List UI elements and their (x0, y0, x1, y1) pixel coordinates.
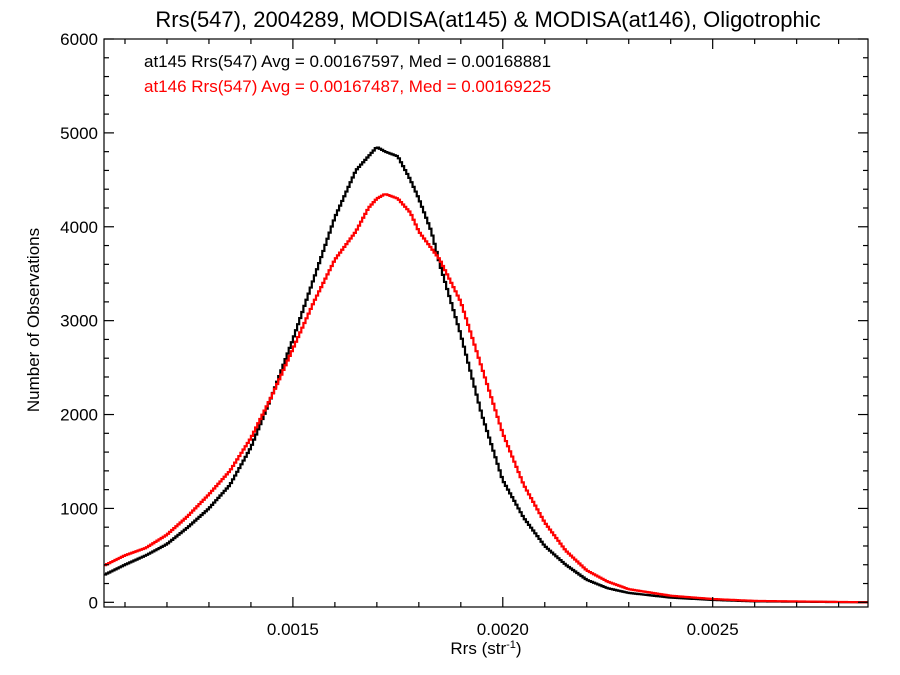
series-line-1 (104, 193, 868, 604)
y-tick-label: 6000 (60, 30, 98, 49)
x-axis-label-superscript: -1 (506, 639, 516, 651)
series-line-0 (104, 146, 868, 604)
x-tick-label: 0.0025 (687, 620, 739, 639)
chart-title: Rrs(547), 2004289, MODISA(at145) & MODIS… (155, 7, 820, 32)
y-tick-label: 3000 (60, 312, 98, 331)
x-tick-label: 0.0020 (477, 620, 529, 639)
x-tick-label: 0.0015 (267, 620, 319, 639)
y-axis: 0 1000 2000 3000 4000 5000 6000 (60, 30, 868, 612)
plot-frame (103, 38, 869, 608)
y-tick-label: 4000 (60, 218, 98, 237)
y-tick-label: 0 (89, 593, 98, 612)
y-tick-label: 5000 (60, 124, 98, 143)
series-layer (104, 146, 868, 604)
y-axis-label: Number of Observations (24, 228, 43, 412)
y-tick-label: 1000 (60, 499, 98, 518)
x-axis-label-text: Rrs (str (450, 639, 506, 658)
y-tick-label: 2000 (60, 406, 98, 425)
x-axis-label-close: ) (516, 639, 522, 658)
legend-entry-at146: at146 Rrs(547) Avg = 0.00167487, Med = 0… (144, 77, 551, 96)
x-axis-label: Rrs (str-1) (450, 639, 521, 658)
legend-entry-at145: at145 Rrs(547) Avg = 0.00167597, Med = 0… (144, 52, 551, 71)
x-axis: 0.0015 0.0020 0.0025 (124, 39, 840, 639)
